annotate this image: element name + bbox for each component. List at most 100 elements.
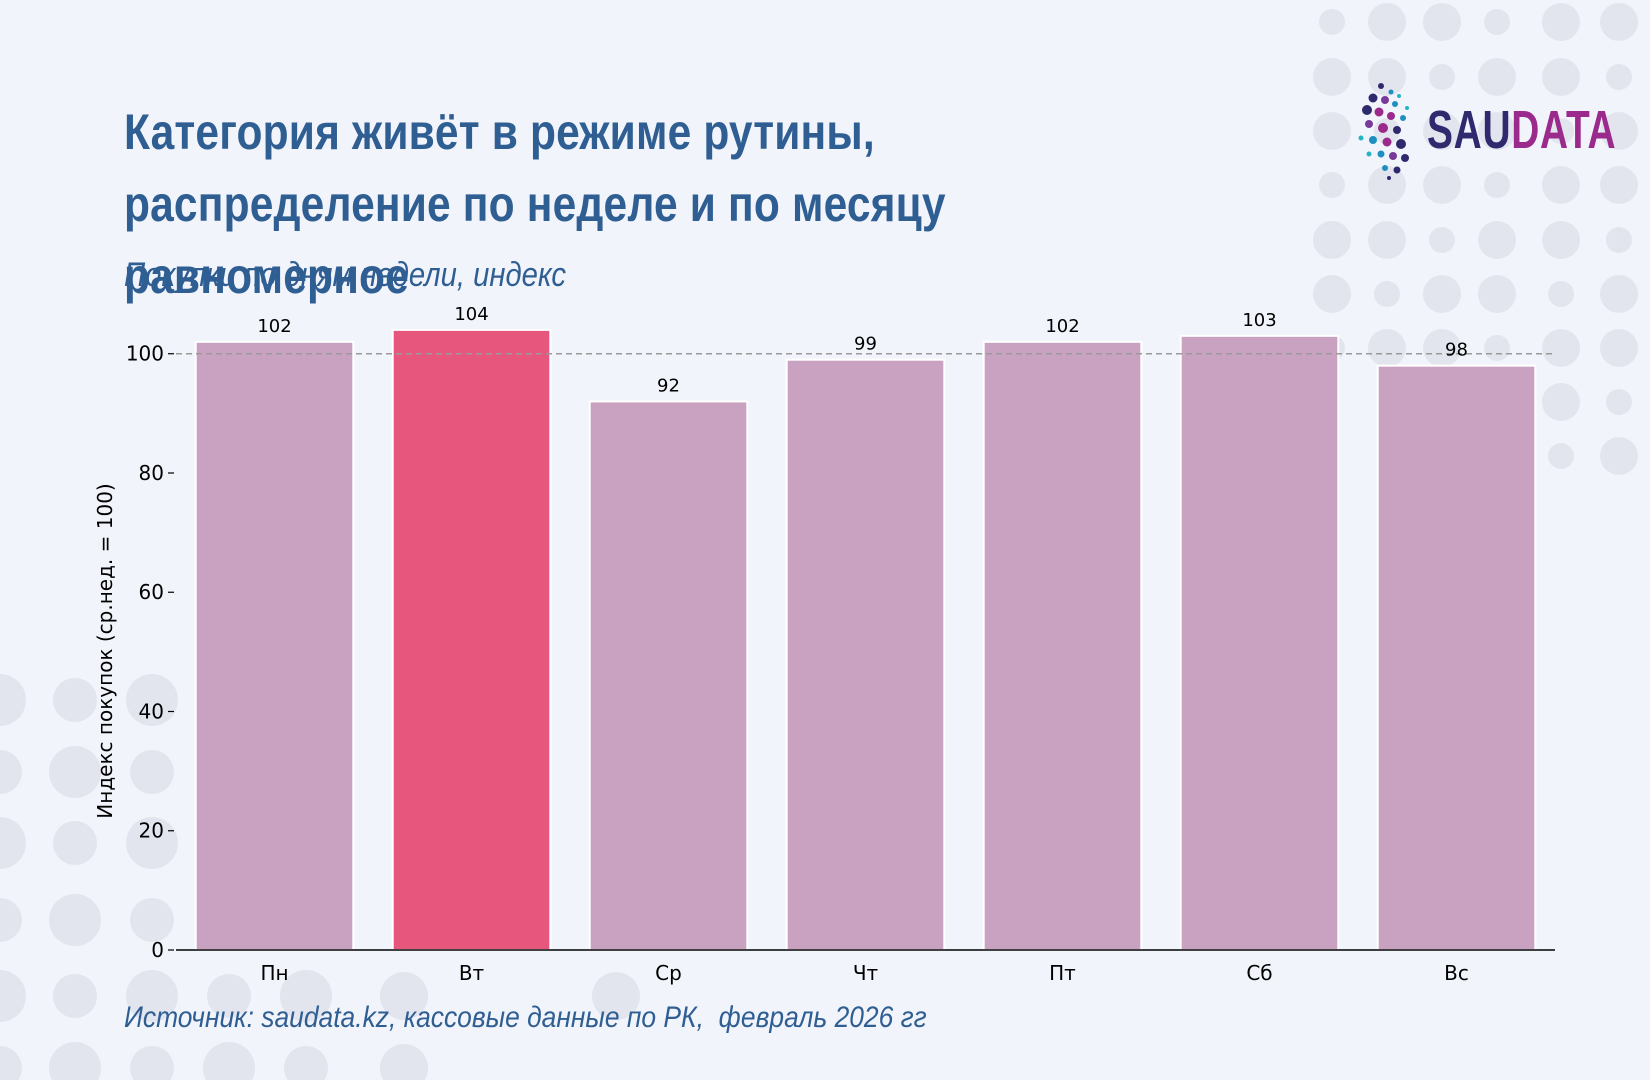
y-tick-label: 80 bbox=[139, 461, 164, 485]
background-dot bbox=[1429, 227, 1455, 253]
background-dot bbox=[1374, 281, 1400, 307]
background-dot bbox=[1478, 275, 1516, 313]
background-dot bbox=[0, 1046, 22, 1080]
bar-value-label: 102 bbox=[257, 316, 291, 337]
background-dot bbox=[49, 894, 101, 946]
bar-4 bbox=[785, 358, 946, 951]
background-dot bbox=[53, 678, 97, 722]
background-dot bbox=[1548, 281, 1574, 307]
background-dot bbox=[126, 817, 178, 869]
background-dot bbox=[53, 821, 97, 865]
saudata-logo-text: SAUDATA bbox=[1427, 100, 1616, 160]
background-dot bbox=[1478, 221, 1516, 259]
bar-value-label: 102 bbox=[1045, 316, 1079, 337]
bar-1 bbox=[194, 340, 355, 951]
y-tick-label: 100 bbox=[126, 342, 164, 366]
x-category-label: Чт bbox=[853, 961, 879, 985]
background-dot bbox=[0, 674, 26, 726]
background-dot bbox=[1484, 172, 1510, 198]
bar-value-label: 99 bbox=[854, 334, 877, 355]
bar-value-label: 104 bbox=[454, 304, 488, 325]
background-dot bbox=[1606, 389, 1632, 415]
background-dot bbox=[1423, 275, 1461, 313]
background-dot bbox=[1319, 9, 1345, 35]
bar-3 bbox=[588, 400, 749, 951]
background-dot bbox=[1542, 329, 1580, 367]
bar-2 bbox=[391, 328, 552, 951]
source-note: Источник: saudata.kz, кассовые данные по… bbox=[124, 1001, 927, 1034]
background-dot bbox=[1548, 118, 1574, 144]
background-dot bbox=[1600, 329, 1638, 367]
background-dot bbox=[1606, 227, 1632, 253]
background-dot bbox=[1423, 329, 1461, 367]
background-dot bbox=[380, 972, 428, 1020]
bar-value-label: 92 bbox=[657, 375, 680, 396]
x-category-label: Вс bbox=[1444, 961, 1469, 985]
background-dot bbox=[1542, 221, 1580, 259]
background-dot bbox=[1429, 64, 1455, 90]
background-dot bbox=[1478, 112, 1516, 150]
bar-5 bbox=[982, 340, 1143, 951]
background-dot bbox=[592, 972, 640, 1020]
background-dot bbox=[1600, 166, 1638, 204]
y-tick-label: 20 bbox=[139, 819, 164, 843]
background-dot bbox=[53, 974, 97, 1018]
background-dot bbox=[0, 970, 26, 1022]
background-dot bbox=[1548, 443, 1574, 469]
background-dot bbox=[0, 750, 22, 794]
y-tick-label: 40 bbox=[139, 699, 164, 723]
page-title: Категория живёт в режиме рутины, распред… bbox=[124, 104, 946, 304]
x-category-label: Вт bbox=[459, 961, 485, 985]
background-dot bbox=[1478, 58, 1516, 96]
background-dot bbox=[1313, 58, 1351, 96]
background-dot bbox=[284, 1046, 328, 1080]
background-dot bbox=[130, 750, 174, 794]
bar-6 bbox=[1179, 334, 1340, 951]
logo-text-sau: SAU bbox=[1427, 100, 1512, 160]
background-dot bbox=[130, 898, 174, 942]
background-dot bbox=[126, 970, 178, 1022]
bar-7 bbox=[1376, 364, 1537, 951]
background-dot bbox=[1600, 112, 1638, 150]
y-tick-label: 0 bbox=[151, 938, 164, 962]
saudata-logo-mark-icon bbox=[1358, 83, 1409, 180]
background-dot bbox=[1368, 3, 1406, 41]
background-dot bbox=[1423, 166, 1461, 204]
background-dot bbox=[1542, 383, 1580, 421]
background-dot bbox=[126, 674, 178, 726]
background-dot bbox=[1313, 275, 1351, 313]
background-dot bbox=[1423, 3, 1461, 41]
background-dot bbox=[207, 974, 251, 1018]
background-dot bbox=[1313, 221, 1351, 259]
background-dot bbox=[130, 1046, 174, 1080]
x-category-label: Сб bbox=[1246, 961, 1272, 985]
background-dot bbox=[1368, 166, 1406, 204]
background-dot bbox=[203, 1042, 255, 1080]
background-dot bbox=[1368, 58, 1406, 96]
x-category-label: Ср bbox=[655, 961, 682, 985]
background-dot bbox=[1542, 58, 1580, 96]
bar-value-label: 98 bbox=[1445, 340, 1468, 361]
background-dot bbox=[49, 1042, 101, 1080]
y-tick-label: 60 bbox=[139, 580, 164, 604]
background-dot bbox=[1606, 64, 1632, 90]
background-dot bbox=[0, 817, 26, 869]
background-dot bbox=[1600, 3, 1638, 41]
background-dot bbox=[1368, 329, 1406, 367]
y-axis-title: Индекс покупок (ср.нед. = 100) bbox=[93, 483, 117, 818]
bar-value-label: 103 bbox=[1242, 310, 1276, 331]
background-dot bbox=[1484, 9, 1510, 35]
x-category-label: Пн bbox=[260, 961, 288, 985]
background-dot bbox=[49, 746, 101, 798]
background-dot bbox=[1542, 3, 1580, 41]
background-dot bbox=[0, 898, 22, 942]
background-dot bbox=[1368, 221, 1406, 259]
background-dot bbox=[1319, 172, 1345, 198]
logo-text-data: DATA bbox=[1511, 100, 1617, 160]
background-dot bbox=[380, 1044, 428, 1080]
background-dot bbox=[1313, 112, 1351, 150]
background-dot bbox=[280, 970, 332, 1022]
chart-subtitle: Покупки по дням недели, индекс bbox=[124, 256, 567, 294]
background-dot bbox=[1600, 275, 1638, 313]
